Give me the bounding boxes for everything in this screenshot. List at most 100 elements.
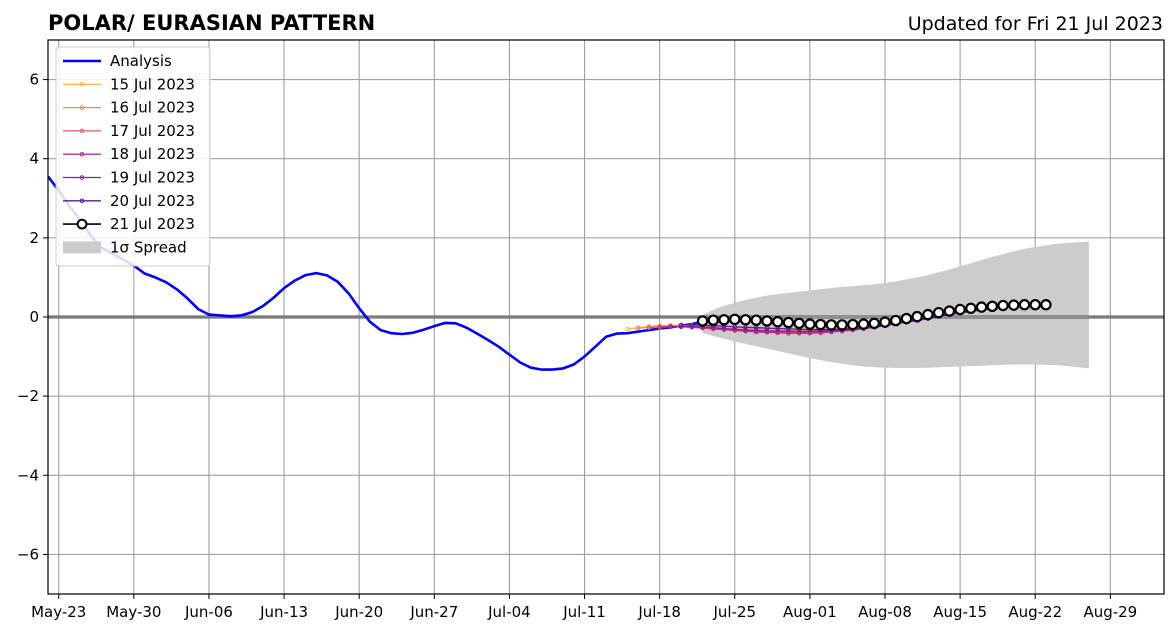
forecast-point (657, 324, 662, 330)
y-tick-label: −6 (17, 545, 39, 563)
y-tick-label: 6 (29, 71, 39, 89)
legend-label: 21 Jul 2023 (110, 215, 195, 233)
legend-label: 1σ Spread (110, 238, 187, 256)
legend-marker (79, 151, 85, 157)
forecast-point (761, 315, 773, 327)
forecast-point (689, 322, 695, 328)
x-tick-label: Aug-15 (933, 603, 987, 621)
x-tick-label: Jun-06 (184, 603, 233, 621)
x-tick-label: Aug-29 (1083, 603, 1137, 621)
forecast-point (836, 319, 848, 331)
x-tick-label: Aug-08 (858, 603, 912, 621)
analysis-line (48, 175, 725, 371)
legend-entry: 19 Jul 2023 (63, 169, 195, 187)
x-tick-label: Jun-27 (409, 603, 458, 621)
legend-entry: 16 Jul 2023 (63, 99, 195, 117)
forecast-point (954, 303, 966, 316)
forecast-point (718, 314, 730, 326)
forecast-point (932, 306, 945, 319)
forecast-point (729, 313, 741, 326)
legend-label: 19 Jul 2023 (110, 169, 195, 187)
y-tick-label: −4 (17, 466, 39, 484)
x-tick-label: Aug-22 (1008, 603, 1062, 621)
x-tick-label: May-23 (31, 603, 86, 621)
forecast-point (743, 324, 748, 330)
forecast-point (997, 299, 1009, 312)
x-tick-label: Jul-25 (712, 603, 756, 621)
forecast-point (764, 328, 770, 334)
axis-ticks: −6 −4 −2 0 2 4 6 May-23 May-30 Jun-06 Jun-13 Jun-20… (17, 71, 1137, 621)
legend-label: 17 Jul 2023 (110, 122, 195, 140)
forecast-point (804, 318, 816, 330)
legend: Analysis 15 Jul 2023 16 Jul 2023 17 Jul 202… (55, 46, 211, 267)
legend-label: 18 Jul 2023 (110, 145, 195, 163)
y-tick-label: 0 (29, 308, 39, 326)
forecast-point (739, 314, 752, 326)
x-tick-label: May-30 (106, 603, 161, 621)
forecast-point (943, 305, 956, 317)
forecast-point (753, 328, 759, 333)
forecast-point (1029, 299, 1041, 311)
forecast-point (847, 318, 859, 331)
forecast-point (753, 325, 759, 330)
forecast-point (782, 316, 795, 329)
forecast-point (750, 314, 762, 326)
legend-entry: 17 Jul 2023 (63, 122, 195, 140)
legend-marker (79, 128, 85, 134)
forecast-point (775, 328, 780, 334)
x-tick-label: Jul-11 (562, 603, 606, 621)
x-tick-label: Aug-01 (783, 603, 837, 621)
y-tick-label: −2 (17, 387, 39, 405)
forecast-point (986, 300, 999, 313)
legend-entry: 15 Jul 2023 (63, 75, 195, 93)
spread-layer (702, 241, 1089, 369)
legend-label: Analysis (110, 52, 172, 70)
forecast-point (868, 317, 880, 330)
forecast-point (890, 314, 902, 327)
series-layer (48, 175, 1052, 371)
legend-label: 16 Jul 2023 (110, 99, 195, 117)
legend-label: 20 Jul 2023 (110, 192, 195, 210)
legend-marker (79, 82, 85, 87)
forecast-point (707, 314, 720, 326)
x-tick-label: Jun-20 (334, 603, 383, 621)
forecast-point (965, 302, 977, 314)
chart-subtitle: Updated for Fri 21 Jul 2023 (908, 13, 1163, 35)
legend-marker (79, 105, 85, 110)
legend-entry: 1σ Spread (63, 238, 187, 256)
y-tick-label: 2 (29, 229, 39, 247)
forecast-point (668, 324, 673, 329)
legend-entry: 21 Jul 2023 (63, 215, 195, 233)
legend-swatch (63, 241, 101, 254)
forecast-point (922, 308, 934, 321)
forecast-point (814, 318, 827, 331)
legend-marker (76, 218, 88, 230)
forecast-point (732, 324, 738, 330)
legend-entry: 18 Jul 2023 (63, 145, 195, 163)
forecast-point (635, 325, 641, 331)
forecast-point (793, 317, 805, 330)
forecast-point (1040, 299, 1052, 311)
forecast-point (696, 315, 709, 327)
forecast-point (911, 310, 923, 323)
legend-label: 15 Jul 2023 (110, 75, 195, 93)
chart-title: POLAR/ EURASIAN PATTERN (48, 11, 375, 35)
x-tick-label: Jul-04 (487, 603, 531, 621)
forecast-point (825, 319, 838, 331)
spread-band (702, 241, 1089, 369)
forecast-point (771, 316, 784, 328)
forecast-point (1008, 299, 1020, 311)
forecast-point (743, 327, 748, 333)
legend-box (55, 46, 211, 267)
y-tick-label: 4 (29, 150, 39, 168)
x-tick-label: Jul-18 (637, 603, 681, 621)
forecast-point (975, 301, 988, 313)
forecast-point (625, 326, 630, 332)
legend-marker (79, 175, 85, 180)
forecast-series (696, 299, 1052, 331)
forecast-point (900, 312, 913, 325)
legend-entry: 20 Jul 2023 (63, 192, 195, 210)
forecast-point (857, 318, 870, 330)
forecast-point (879, 316, 891, 328)
